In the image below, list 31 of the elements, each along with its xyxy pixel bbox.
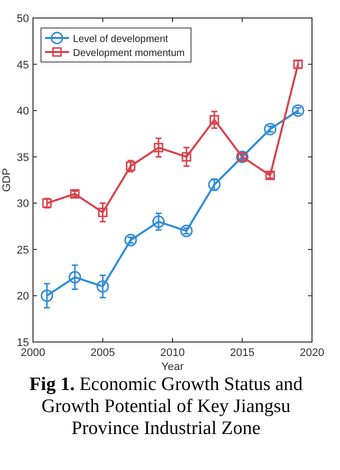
legend-label: Level of development bbox=[73, 34, 168, 45]
x-tick-label: 2015 bbox=[230, 347, 254, 359]
point bbox=[182, 152, 192, 162]
point bbox=[264, 122, 276, 136]
point bbox=[180, 224, 193, 238]
point bbox=[96, 280, 109, 293]
point bbox=[154, 142, 164, 152]
point bbox=[124, 234, 137, 246]
point bbox=[98, 208, 108, 218]
legend-label: Development momentum bbox=[73, 48, 185, 59]
x-tick-label: 2020 bbox=[300, 347, 324, 359]
point bbox=[210, 115, 220, 125]
point bbox=[292, 104, 304, 117]
chart-title: Fig 1. Economic Growth Status and Growth Potential of Key Jiangsu Province Industrial Zone bbox=[29, 374, 303, 439]
point bbox=[40, 289, 54, 302]
x-tick-label: 2010 bbox=[160, 347, 185, 359]
y-tick-label: 35 bbox=[16, 152, 29, 164]
y-tick-label: 40 bbox=[16, 106, 29, 118]
y-tick-label: 20 bbox=[16, 290, 29, 303]
x-tick-label: 2000 bbox=[20, 347, 46, 359]
y-tick-label: 50 bbox=[16, 13, 29, 25]
y-tick-label: 45 bbox=[16, 59, 29, 72]
point bbox=[68, 270, 82, 284]
point bbox=[152, 215, 165, 228]
x-tick-label: 2005 bbox=[90, 347, 115, 359]
y-axis-title: GDP bbox=[1, 168, 13, 192]
x-axis-title: Year bbox=[161, 361, 184, 373]
y-tick-label: 15 bbox=[16, 337, 29, 349]
point bbox=[208, 178, 221, 191]
y-tick-label: 25 bbox=[16, 244, 29, 256]
y-tick-label: 30 bbox=[16, 198, 29, 210]
